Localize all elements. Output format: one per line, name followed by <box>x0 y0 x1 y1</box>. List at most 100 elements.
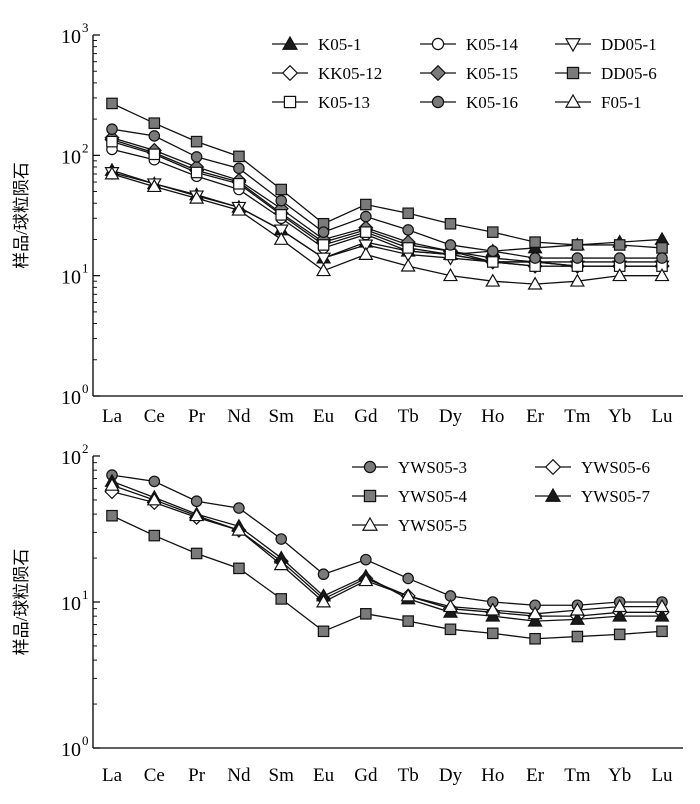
data-point <box>190 495 203 508</box>
y-tick-exponent: 3 <box>82 20 89 35</box>
legend-label: YWS05-7 <box>581 487 650 506</box>
data-point <box>106 509 118 522</box>
data-point <box>527 613 543 627</box>
data-point <box>400 588 416 602</box>
x-tick-label: Ho <box>481 406 504 427</box>
series-K05-1 <box>104 162 670 264</box>
series-line <box>111 515 663 640</box>
x-tick-label: Nd <box>227 406 251 427</box>
y-tick-label: 10 <box>61 267 81 289</box>
x-tick-label: Tm <box>564 406 591 427</box>
series-YWS05-4 <box>106 509 668 645</box>
x-tick-label: Sm <box>269 406 295 427</box>
series-K05-16 <box>106 123 668 264</box>
legend-marker <box>564 93 582 108</box>
x-tick-label: Tb <box>398 765 419 786</box>
data-point <box>358 246 374 260</box>
data-point <box>444 248 457 261</box>
data-point <box>104 166 120 180</box>
data-point <box>613 628 626 641</box>
data-point <box>275 183 288 196</box>
legend-label: DD05-6 <box>601 64 657 83</box>
legend-label: DD05-1 <box>601 35 657 54</box>
data-point <box>485 602 501 616</box>
legend-marker <box>281 64 299 82</box>
series-DD05-1 <box>104 167 670 274</box>
data-point <box>189 507 205 522</box>
legend-label: YWS05-6 <box>581 458 650 477</box>
data-point <box>360 210 372 223</box>
data-point <box>189 190 205 204</box>
legend-marker <box>281 35 299 50</box>
data-point <box>527 276 543 290</box>
data-point <box>231 522 247 536</box>
data-point <box>654 608 670 622</box>
data-point <box>612 608 628 622</box>
data-point <box>273 231 289 245</box>
data-point <box>273 224 289 238</box>
legend-label: K05-13 <box>318 93 370 112</box>
data-point <box>273 557 289 571</box>
y-axis-label: 样品/球粒陨石 <box>12 162 31 269</box>
x-tick-label: Eu <box>313 765 335 786</box>
data-point <box>317 226 330 238</box>
x-tick-label: Tm <box>564 765 591 786</box>
data-point <box>442 267 458 282</box>
series-line <box>111 484 662 615</box>
series-DD05-6 <box>106 97 668 254</box>
data-point <box>529 236 541 248</box>
data-point <box>275 194 288 207</box>
data-point <box>190 135 203 148</box>
x-tick-label: La <box>102 406 123 427</box>
x-tick-label: Er <box>526 765 545 786</box>
series-line <box>111 480 662 622</box>
data-point <box>190 151 203 163</box>
data-point <box>612 267 628 282</box>
y-tick-exponent: 1 <box>82 587 89 602</box>
data-point <box>275 209 288 221</box>
legend-label: K05-1 <box>318 35 361 54</box>
series-line <box>111 128 662 259</box>
x-tick-label: Yb <box>608 406 631 427</box>
x-tick-label: Er <box>526 406 545 427</box>
legend-marker <box>431 95 445 109</box>
y-axis-label: 样品/球粒陨石 <box>12 549 31 656</box>
data-point <box>148 117 161 129</box>
data-point <box>613 239 626 251</box>
x-tick-label: Nd <box>227 765 251 786</box>
y-tick-label: 10 <box>61 387 81 409</box>
legend-label: K05-14 <box>466 35 518 54</box>
legend-marker <box>544 458 562 476</box>
data-point <box>444 623 457 636</box>
data-point <box>400 258 416 272</box>
x-tick-label: Pr <box>188 406 206 427</box>
x-tick-label: Ho <box>481 765 504 786</box>
y-tick-label: 10 <box>61 447 81 469</box>
data-point <box>233 562 245 575</box>
x-tick-label: Tb <box>398 406 419 427</box>
legend-marker <box>283 95 297 109</box>
x-tick-label: Eu <box>313 406 335 427</box>
legend-label: KK05-12 <box>318 64 382 83</box>
data-point <box>358 239 374 253</box>
legend: K05-1 K05-14 DD05-1 KK05-12 K05-15 DD05-6 K05-… <box>272 35 657 112</box>
x-tick-label: Yb <box>608 765 631 786</box>
x-tick-label: Ce <box>144 765 165 786</box>
data-point <box>275 593 288 605</box>
data-point <box>656 625 668 638</box>
legend-marker <box>363 489 377 503</box>
data-point <box>527 606 543 620</box>
data-point <box>656 252 668 264</box>
y-tick-label: 10 <box>61 146 81 168</box>
x-tick-label: La <box>102 765 123 786</box>
data-point <box>442 598 458 613</box>
data-point <box>233 502 245 514</box>
series-line <box>111 173 662 285</box>
data-point <box>104 477 120 491</box>
data-point <box>402 242 414 254</box>
data-point <box>106 123 118 135</box>
data-point <box>360 226 372 238</box>
data-point <box>360 198 372 211</box>
data-point <box>146 492 162 506</box>
